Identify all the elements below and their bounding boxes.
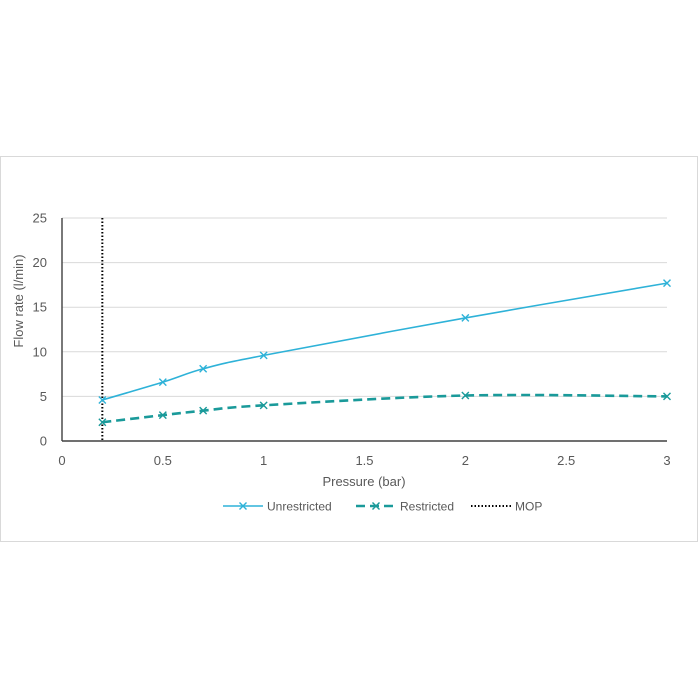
x-tick-label: 0 xyxy=(58,453,65,468)
legend-marker xyxy=(239,502,247,510)
chart-frame: 0 5 10 15 20 25 0 0.5 1 1.5 2 2.5 3 Flow rate (l/min… xyxy=(0,156,698,542)
legend-label: MOP xyxy=(515,500,542,514)
data-point-restricted xyxy=(259,401,268,410)
x-tick-label: 3 xyxy=(663,453,670,468)
data-point-unrestricted xyxy=(663,279,671,288)
data-point-unrestricted xyxy=(461,313,470,322)
data-point-restricted xyxy=(663,392,671,401)
legend-item-unrestricted: Unrestricted xyxy=(223,500,332,514)
x-tick-label: 2 xyxy=(462,453,469,468)
legend-label: Unrestricted xyxy=(267,500,332,514)
y-tick-label: 5 xyxy=(40,389,47,404)
x-axis-title: Pressure (bar) xyxy=(322,474,405,489)
x-tick-label: 0.5 xyxy=(154,453,172,468)
legend-label: Restricted xyxy=(400,500,454,514)
data-point-restricted xyxy=(158,411,167,420)
axes xyxy=(61,218,667,442)
data-point-restricted xyxy=(461,391,470,400)
grid-lines xyxy=(62,217,667,397)
data-point-unrestricted xyxy=(98,395,107,404)
y-axis-title: Flow rate (l/min) xyxy=(11,254,26,347)
series-line-unrestricted xyxy=(102,282,668,401)
data-point-unrestricted xyxy=(158,378,167,387)
legend: Unrestricted Restricted MOP xyxy=(223,500,542,514)
tick-labels: 0 5 10 15 20 25 0 0.5 1 1.5 2 2.5 3 xyxy=(33,211,671,469)
data-point-restricted xyxy=(98,418,107,427)
x-tick-label: 1.5 xyxy=(355,453,373,468)
series xyxy=(98,279,671,427)
x-tick-label: 1 xyxy=(260,453,267,468)
legend-item-mop: MOP xyxy=(471,500,542,514)
y-tick-label: 25 xyxy=(33,211,47,226)
flow-rate-chart: 0 5 10 15 20 25 0 0.5 1 1.5 2 2.5 3 Flow rate (l/min… xyxy=(11,211,671,514)
data-point-unrestricted xyxy=(259,351,268,360)
legend-item-restricted: Restricted xyxy=(356,500,454,514)
data-point-unrestricted xyxy=(199,364,208,373)
y-tick-label: 10 xyxy=(33,344,47,359)
x-tick-label: 2.5 xyxy=(557,453,575,468)
data-point-restricted xyxy=(199,406,208,415)
legend-marker xyxy=(372,502,380,510)
y-tick-label: 0 xyxy=(40,434,47,449)
y-tick-label: 15 xyxy=(33,300,47,315)
series-line-restricted xyxy=(102,393,668,424)
y-tick-label: 20 xyxy=(33,255,47,270)
